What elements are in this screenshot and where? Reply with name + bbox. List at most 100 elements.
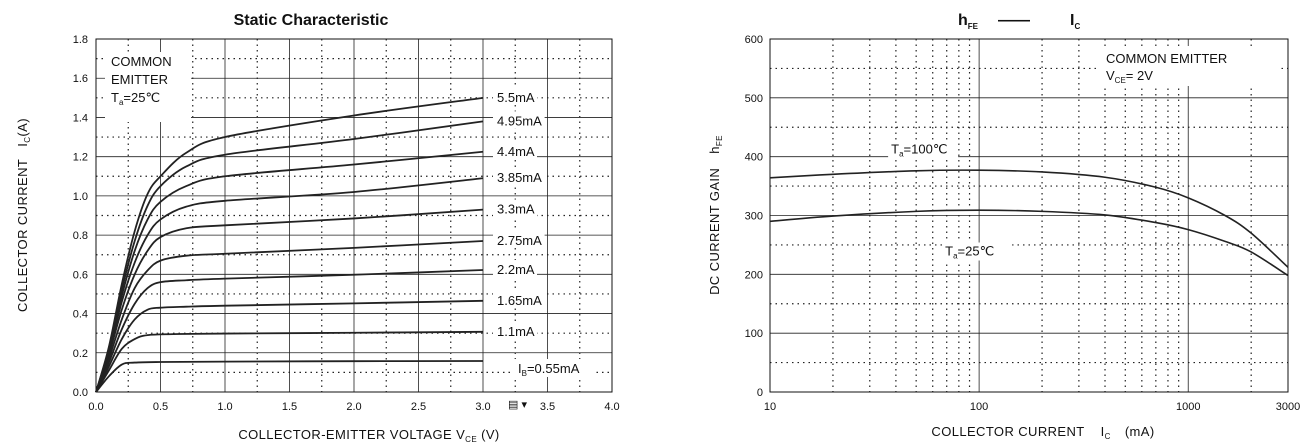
chart1-y-tick-label: 0.8 [73, 230, 88, 242]
chart1-series-label-bg [493, 168, 545, 186]
chart1-series-label-bg [493, 141, 537, 159]
chart2-title-h-sub: FE [968, 22, 979, 31]
chart2-plot-frame [769, 38, 1289, 393]
chart2-y-tick-label: 0 [757, 387, 763, 399]
chart1-series-line-3 [95, 299, 484, 393]
chart1-title: Static Characteristic [234, 12, 389, 29]
chart1-x-tick-label: 4.0 [604, 401, 619, 413]
chart1-y-tick-label: 0.4 [73, 309, 88, 321]
chart1-series-label-bg [493, 230, 545, 248]
chart1-note-temp: Ta=25℃ [111, 90, 160, 107]
chart2-x-tick-label: 3000 [1276, 401, 1300, 413]
chart1-x-tick-label: 2.0 [346, 401, 361, 413]
chart1-y-tick-label: 1.4 [73, 112, 88, 124]
chart1-x-tick-label: 0.5 [153, 401, 168, 413]
chart1-series [95, 96, 484, 393]
static-characteristic-chart: Static Characteristic 0.0 0.5 1.0 1.5 2.0 2.5… [15, 12, 620, 443]
chart1-series-label-bg [514, 359, 596, 378]
chart1-series-label: 2.75mA [497, 233, 542, 248]
chart1-series-label: 4.95mA [497, 113, 542, 128]
chart2-title-i: I [1070, 12, 1074, 29]
chart1-note-temp-sub: a [119, 98, 124, 107]
chart1-series-line-1 [95, 360, 484, 393]
chart2-note-vce: VCE= 2V [1106, 68, 1153, 85]
chart1-note-temp-val: =25 [123, 90, 145, 105]
chart1-y-tick-label: 0.2 [73, 348, 88, 360]
chart1-series-line-4 [95, 269, 484, 393]
chart1-series-label-bg [493, 111, 545, 129]
chart2-series-label-bg [888, 140, 959, 159]
chart1-y-tick-label: 0.6 [73, 269, 88, 281]
chart1-x-tick-label: 1.5 [282, 401, 297, 413]
hfe-ic-chart: hFE —— IC 10 100 1000 3000 0 100 200 300 400 500 60… [707, 12, 1300, 441]
chart1-y-tick-label: 0.0 [73, 387, 88, 399]
chart2-y-tick-label: 600 [745, 34, 763, 46]
chart2-series-label: Ta=100℃ [891, 142, 947, 159]
chart2-x-axis-label: COLLECTOR CURRENT IC (mA) [931, 424, 1154, 441]
chart2-title-h: h [958, 12, 968, 29]
chart2-note-bg [1100, 46, 1280, 86]
chart2-y-tick-label: 200 [745, 269, 763, 281]
chart1-note-temp-sym: T [111, 90, 119, 105]
chart2-series-line-1 [769, 169, 1289, 268]
chart2-y-tick-labels: 0 100 200 300 400 500 600 [745, 34, 763, 399]
chart2-y-tick-label: 100 [745, 328, 763, 340]
chart1-series-line-8 [95, 150, 484, 393]
chart1-x-tick-label: 3.5 [540, 401, 555, 413]
chart1-x-tick-labels: 0.0 0.5 1.0 1.5 2.0 2.5 3.0 3.5 4.0 [88, 401, 619, 413]
chart1-y-axis-label: COLLECTOR CURRENTIC(A) [15, 118, 32, 312]
chart2-series-label-bg [942, 242, 1013, 261]
chart1-series-label-bg [493, 199, 537, 217]
chart1-x-tick-label: 3.0 [475, 401, 490, 413]
chart1-y-tick-label: 1.0 [73, 191, 88, 203]
doc-dropdown-icon: ▤ ▾ [508, 399, 527, 411]
chart1-series-label: 1.1mA [497, 324, 535, 339]
chart1-x-axis-label: COLLECTOR-EMITTER VOLTAGE VCE (V) [238, 427, 499, 443]
chart1-series-line-2 [95, 330, 484, 393]
chart2-series-labels: Ta=100℃ Ta=25℃ [888, 140, 1013, 261]
chart1-x-tick-label: 1.0 [217, 401, 232, 413]
chart2-series-line-2 [769, 209, 1289, 277]
chart1-note-line1: COMMON [111, 54, 172, 69]
chart1-y-tick-label: 1.8 [73, 34, 88, 46]
chart2-series-label: Ta=25℃ [945, 244, 994, 261]
chart2-note-line1: COMMON EMITTER [1106, 51, 1227, 66]
chart1-y-tick-labels: 0.0 0.2 0.4 0.6 0.8 1.0 1.2 1.4 1.6 1.8 [73, 34, 88, 399]
chart2-x-tick-labels: 10 100 1000 3000 [764, 401, 1300, 413]
chart2-series [769, 169, 1289, 277]
chart2-x-tick-label: 100 [970, 401, 988, 413]
chart1-series-label: 3.3mA [497, 202, 535, 217]
chart1-x-tick-label: 2.5 [411, 401, 426, 413]
chart1-series-label: IB=0.55mA [518, 361, 580, 378]
chart1-series-label: 2.2mA [497, 262, 535, 277]
chart1-series-labels: IB=0.55mA 1.1mA 1.65mA 2.2mA 2.75mA 3.3mA 3.85… [493, 87, 596, 378]
chart1-plot-frame [95, 38, 613, 393]
chart1-series-label-bg [493, 260, 537, 278]
chart1-note-bg [105, 52, 191, 122]
chart1-series-line-5 [95, 240, 484, 393]
chart2-y-tick-label: 400 [745, 152, 763, 164]
chart1-series-label: 5.5mA [497, 90, 535, 105]
chart2-title: hFE —— IC [958, 12, 1080, 31]
chart2-title-dash: —— [998, 12, 1030, 29]
chart1-series-line-7 [95, 177, 484, 393]
chart2-y-tick-label: 300 [745, 211, 763, 223]
chart1-series-line-6 [95, 208, 484, 393]
chart1-note-line2: EMITTER [111, 72, 168, 87]
chart2-y-axis-label: DC CURRENT GAINhFE [707, 135, 724, 295]
chart1-series-label-bg [493, 321, 537, 339]
chart2-x-tick-label: 10 [764, 401, 776, 413]
chart1-series-label: 4.4mA [497, 144, 535, 159]
chart1-y-tick-label: 1.2 [73, 152, 88, 164]
chart2-y-tick-label: 500 [745, 93, 763, 105]
chart1-x-tick-label: 0.0 [88, 401, 103, 413]
chart1-note-temp-unit: ℃ [145, 90, 160, 105]
chart1-series-label-bg [493, 290, 545, 308]
chart2-x-tick-label: 1000 [1176, 401, 1200, 413]
chart1-series-label: 1.65mA [497, 293, 542, 308]
chart1-series-label: 3.85mA [497, 170, 542, 185]
chart2-title-i-sub: C [1074, 22, 1080, 31]
chart1-y-tick-label: 1.6 [73, 73, 88, 85]
chart1-series-label-bg [493, 87, 537, 105]
